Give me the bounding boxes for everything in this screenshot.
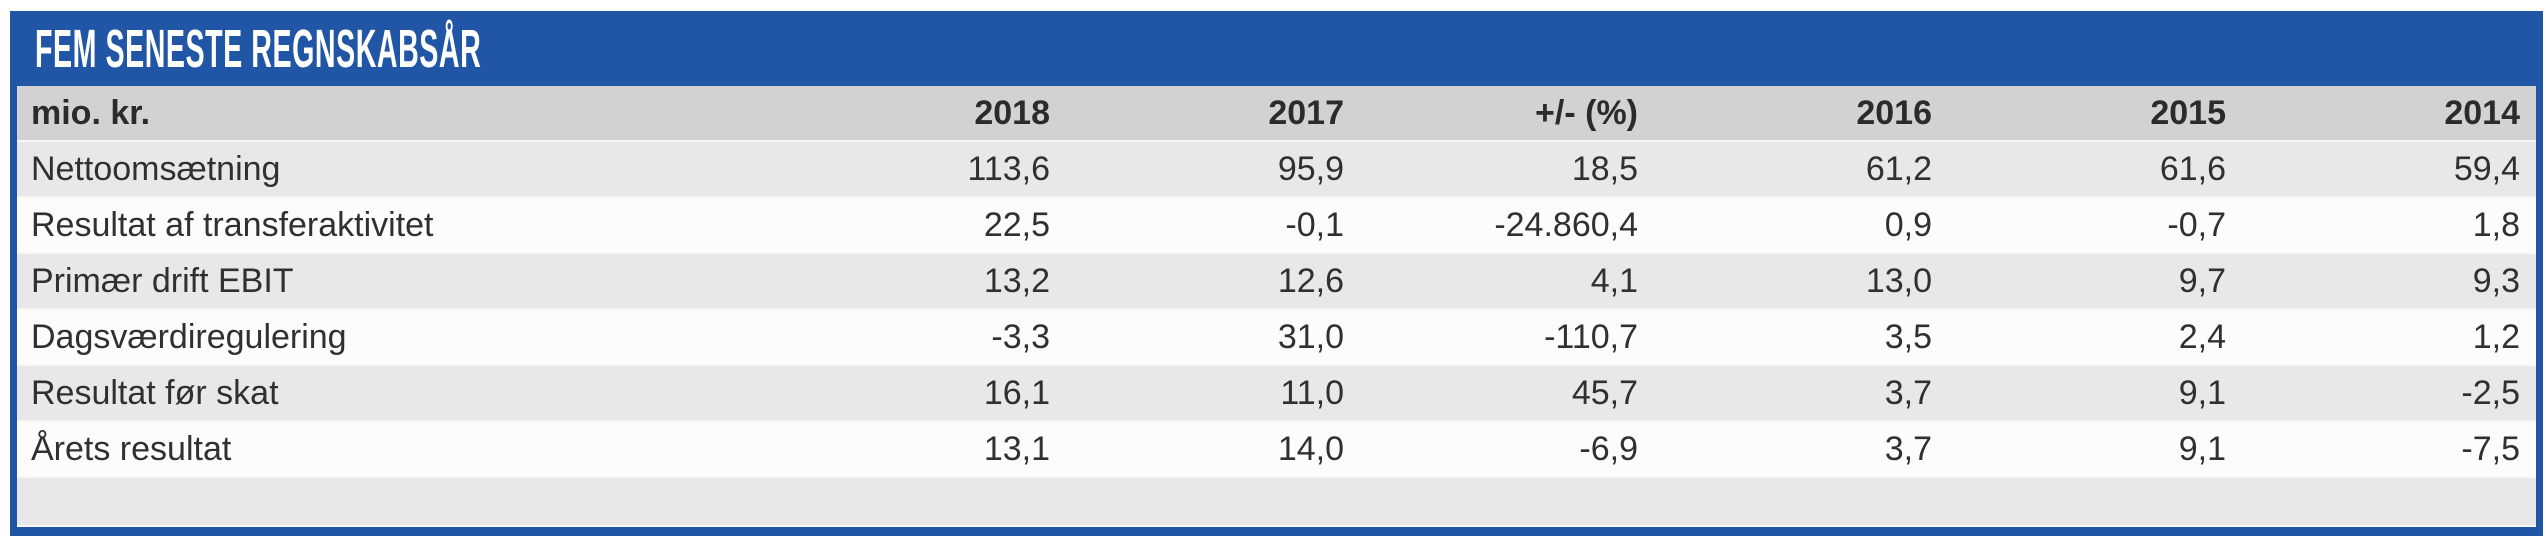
cell-value: -110,7: [1544, 317, 1638, 356]
cell-value: 59,4: [2453, 149, 2520, 188]
cell-value: 11,0: [1280, 373, 1344, 412]
year-column-header: 2018: [974, 93, 1050, 132]
table-row: Årets resultat 13,1 14,0 -6,9 3,7 9,1 -7…: [17, 421, 2536, 477]
cell-value: 9,7: [2178, 261, 2226, 300]
cell-value: 0,9: [1884, 205, 1932, 244]
cell-value: 13,2: [983, 261, 1050, 300]
cell-value: 9,1: [2178, 429, 2226, 468]
year-column-header: 2017: [1268, 93, 1344, 132]
cell-value: 12,6: [1277, 261, 1344, 300]
cell-value: 4,1: [1590, 261, 1638, 300]
table-row: Dagsværdiregulering -3,3 31,0 -110,7 3,5…: [17, 309, 2536, 365]
table-title-bar: FEM SENESTE REGNSKABSÅR: [17, 11, 2536, 86]
cell-value: 2,4: [2178, 317, 2226, 356]
cell-value: -3,3: [991, 317, 1050, 356]
change-pct-column-header: +/- (%): [1535, 93, 1638, 132]
cell-value: 14,0: [1277, 429, 1344, 468]
table-row: Resultat af transferaktivitet 22,5 -0,1 …: [17, 197, 2536, 253]
cell-value: 61,2: [1865, 149, 1932, 188]
year-column-header: 2015: [2150, 93, 2226, 132]
cell-value: 45,7: [1571, 373, 1638, 412]
table-row: Primær drift EBIT 13,2 12,6 4,1 13,0 9,7…: [17, 253, 2536, 309]
cell-value: 1,8: [2472, 205, 2520, 244]
row-label: Årets resultat: [31, 429, 232, 468]
financials-table: mio. kr. 2018 2017 +/- (%) 2016 2015 201…: [17, 86, 2536, 527]
cell-value: 1,2: [2472, 317, 2520, 356]
year-column-header: 2014: [2444, 93, 2520, 132]
cell-value: 9,1: [2178, 373, 2226, 412]
row-label: Nettoomsætning: [31, 149, 281, 188]
cell-value: -6,9: [1579, 429, 1638, 468]
cell-value: -0,1: [1285, 205, 1344, 244]
cell-value: 3,7: [1884, 373, 1932, 412]
table-row: Nettoomsætning 113,6 95,9 18,5 61,2 61,6…: [17, 141, 2536, 197]
cell-value: 13,0: [1865, 261, 1932, 300]
cell-value: 9,3: [2472, 261, 2520, 300]
cell-value: -2,5: [2461, 373, 2520, 412]
row-label: Resultat af transferaktivitet: [31, 205, 434, 244]
cell-value: 95,9: [1277, 149, 1344, 188]
table-header-row: mio. kr. 2018 2017 +/- (%) 2016 2015 201…: [17, 86, 2536, 141]
cell-value: 3,7: [1884, 429, 1932, 468]
cell-value: 18,5: [1571, 149, 1638, 188]
cell-value: 22,5: [983, 205, 1050, 244]
cell-value: 61,6: [2159, 149, 2226, 188]
cell-value: 3,5: [1884, 317, 1932, 356]
cell-value: 16,1: [983, 373, 1050, 412]
unit-column-header: mio. kr.: [31, 93, 151, 132]
table-row: Resultat før skat 16,1 11,0 45,7 3,7 9,1…: [17, 365, 2536, 421]
cell-value: 13,1: [983, 429, 1050, 468]
spacer-row: [17, 477, 2536, 526]
cell-value: -7,5: [2461, 429, 2520, 468]
table-title: FEM SENESTE REGNSKABSÅR: [35, 18, 482, 79]
cell-value: 31,0: [1277, 317, 1344, 356]
cell-value: -0,7: [2167, 205, 2226, 244]
cell-value: -24.860,4: [1494, 205, 1638, 244]
year-column-header: 2016: [1856, 93, 1932, 132]
five-year-financials-panel: FEM SENESTE REGNSKABSÅR mio. kr. 2018 20…: [10, 11, 2543, 536]
cell-value: 113,6: [967, 149, 1050, 188]
row-label: Dagsværdiregulering: [31, 317, 347, 356]
row-label: Resultat før skat: [31, 373, 279, 412]
row-label: Primær drift EBIT: [31, 261, 294, 300]
